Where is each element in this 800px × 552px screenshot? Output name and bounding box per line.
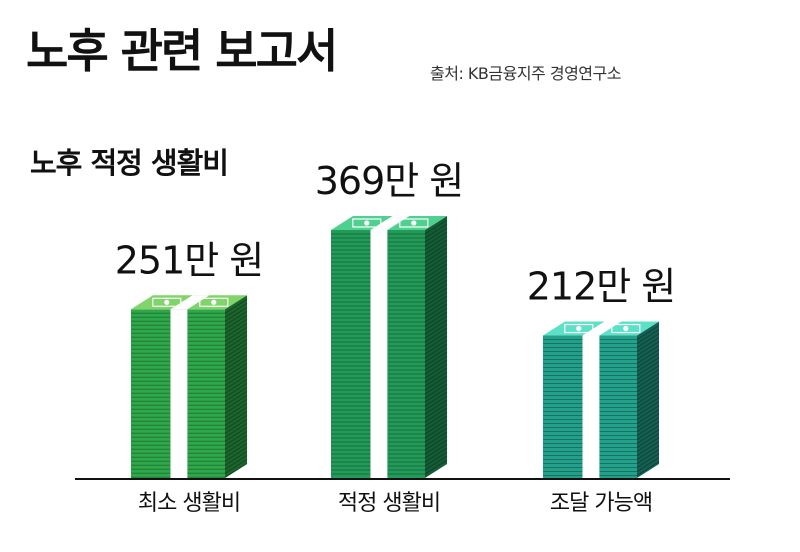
- source-note: 출처: KB금융지주 경영연구소: [430, 64, 621, 83]
- category-label-3: 조달 가능액: [550, 491, 652, 516]
- category-label-2: 적정 생활비: [338, 491, 440, 516]
- bar-band: [370, 230, 388, 478]
- chart-title: 노후 적정 생활비: [30, 146, 229, 180]
- bar-band: [170, 309, 188, 478]
- page-title: 노후 관련 보고서: [26, 24, 338, 78]
- bar-3: 212만 원조달 가능액: [527, 265, 677, 516]
- bar-2: 369만 원적정 생활비: [315, 159, 465, 516]
- bar-band: [582, 335, 600, 478]
- value-label-1: 251만 원: [115, 238, 264, 282]
- value-label-2: 369만 원: [315, 159, 464, 203]
- value-label-3: 212만 원: [527, 265, 676, 309]
- bar-1: 251만 원최소 생활비: [115, 238, 265, 516]
- category-label-1: 최소 생활비: [138, 491, 240, 516]
